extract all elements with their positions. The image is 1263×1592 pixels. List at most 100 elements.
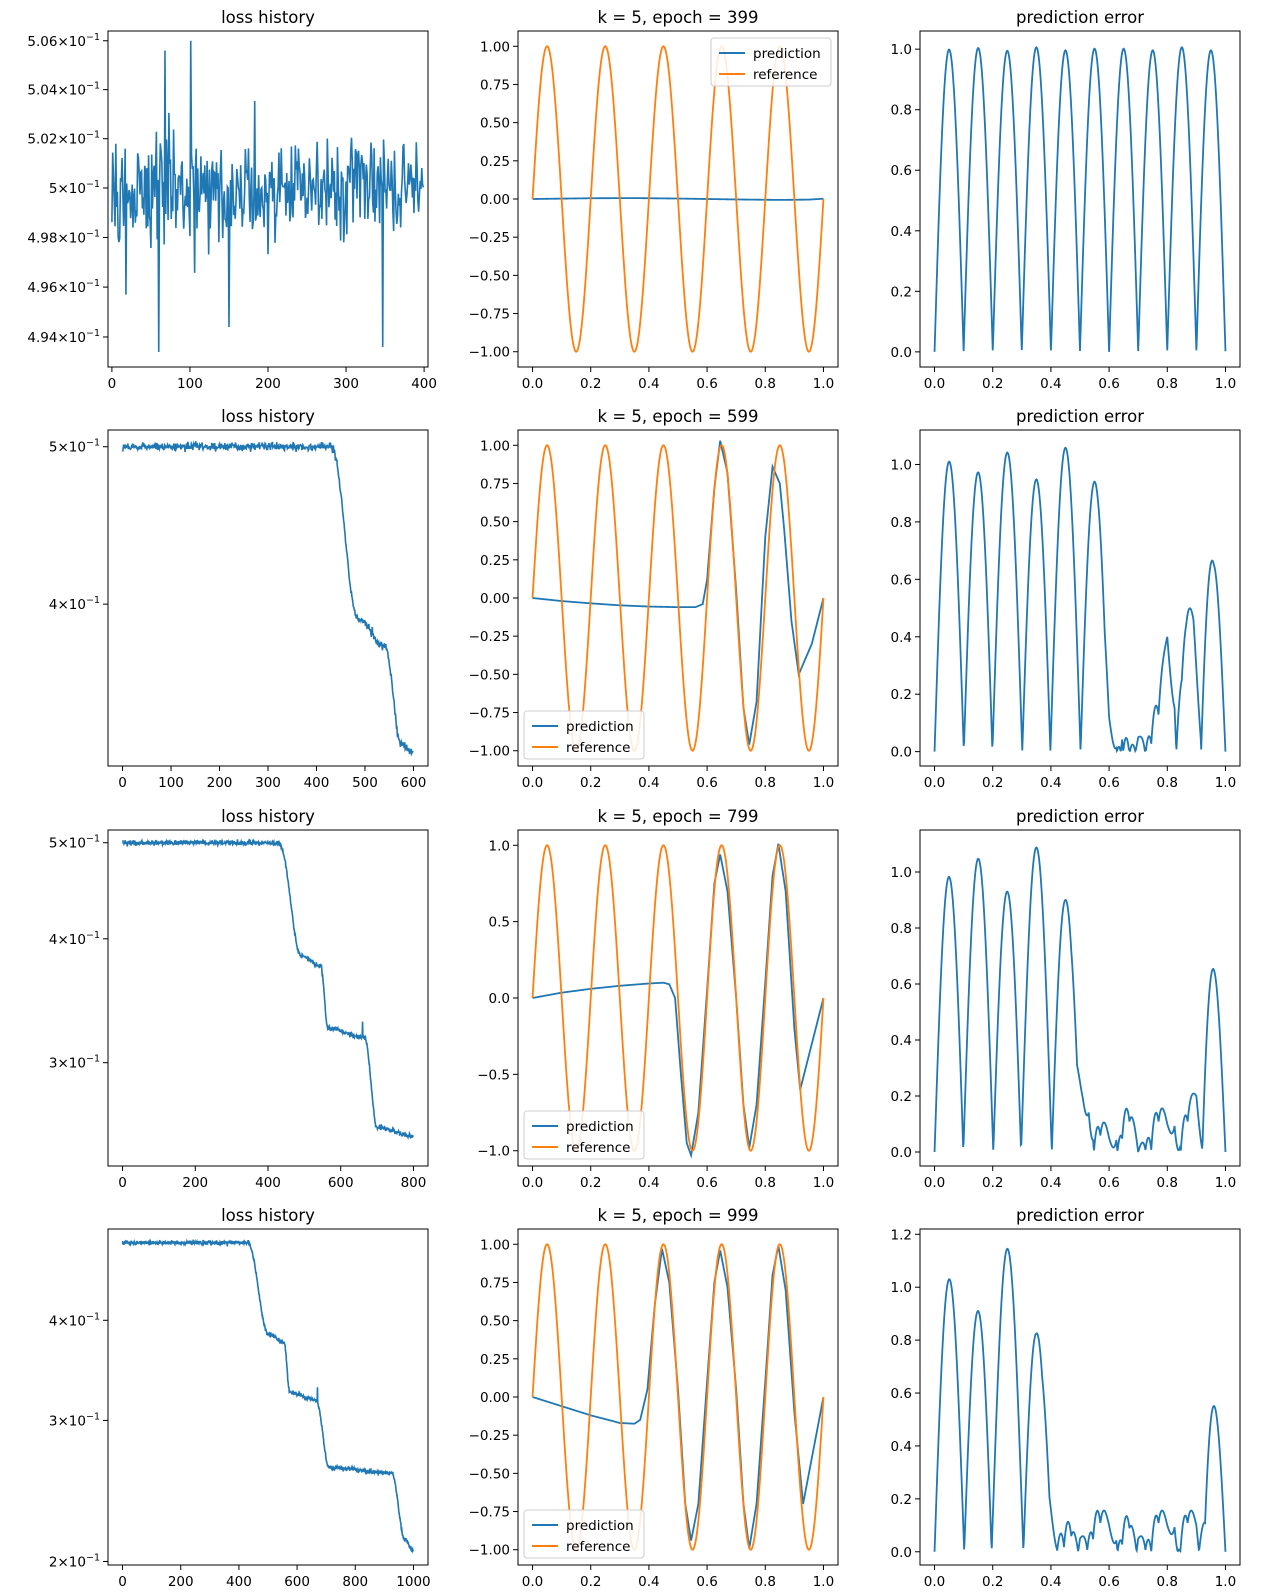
axes-frame — [107, 429, 429, 767]
y-tick-label: 0.00 — [480, 591, 510, 607]
y-tick-exponent: −1 — [86, 834, 100, 845]
y-tick-mantissa: 5 — [49, 181, 58, 197]
x-tick-label: 0 — [118, 775, 127, 791]
legend: prediction reference — [523, 1110, 645, 1160]
x-tick-label: 0 — [118, 1175, 127, 1191]
y-tick-exponent: −1 — [86, 438, 100, 449]
y-tick-label: 0.2 — [891, 284, 912, 300]
y-tick-label: 0.0 — [891, 1145, 912, 1161]
x-tick-label: 0.8 — [755, 1574, 776, 1590]
legend-label-reference: reference — [566, 1140, 630, 1156]
y-tick-label: 0.8 — [891, 515, 912, 531]
subplot-title: prediction error — [1016, 8, 1144, 27]
y-tick-label: 0.25 — [480, 154, 510, 170]
y-tick-label: −1.00 — [469, 345, 510, 361]
legend-label-reference: reference — [753, 67, 817, 83]
y-tick-label: 0.00 — [480, 192, 510, 208]
x-tick-label: 0.4 — [1040, 1175, 1061, 1191]
x-tick-label: 0.0 — [924, 376, 945, 392]
y-tick-times: ×10 — [57, 597, 86, 613]
y-tick-label: 0.4 — [891, 1439, 912, 1455]
y-tick-label: −0.75 — [469, 706, 510, 722]
x-tick-label: 1.0 — [1215, 1175, 1236, 1191]
x-tick-label: 0.2 — [580, 376, 601, 392]
y-tick-mantissa: 5.02 — [27, 132, 57, 148]
subplot-title: prediction error — [1016, 407, 1144, 426]
axes-frame — [517, 1228, 839, 1566]
x-tick-label: 0.2 — [982, 1175, 1003, 1191]
y-tick-label: 0.2 — [891, 687, 912, 703]
subplot-pred-3: k = 5, epoch = 999 0.0 0.2 0.4 0.6 0.8 1.0 −1.0… — [469, 1206, 839, 1590]
y-tick-label: 0.8 — [891, 921, 912, 937]
y-tick-label: −0.50 — [469, 667, 510, 683]
x-tick-label: 0.0 — [522, 775, 543, 791]
x-tick-label: 0.8 — [1157, 1175, 1178, 1191]
y-tick-times: ×10 — [57, 1313, 86, 1329]
y-tick-label: 1.0 — [489, 838, 510, 854]
x-tick-label: 800 — [401, 1175, 427, 1191]
y-tick-exponent: −1 — [86, 328, 100, 339]
y-tick-mantissa: 3 — [49, 1056, 58, 1072]
y-tick-mantissa: 4.96 — [27, 280, 57, 296]
y-tick-label: 0.50 — [480, 515, 510, 531]
x-tick-label: 0.8 — [1157, 376, 1178, 392]
x-tick-label: 100 — [158, 775, 184, 791]
x-tick-label: 0.2 — [982, 775, 1003, 791]
y-tick-label: 0.6 — [891, 572, 912, 588]
legend: prediction reference — [523, 1509, 645, 1559]
y-tick-label: 0.0 — [489, 991, 510, 1007]
x-tick-label: 0.4 — [1040, 775, 1061, 791]
x-tick-label: 0.4 — [1040, 376, 1061, 392]
x-tick-label: 0.2 — [982, 376, 1003, 392]
y-tick-label: −0.50 — [469, 268, 510, 284]
legend-label-reference: reference — [566, 1539, 630, 1555]
x-tick-label: 300 — [255, 775, 281, 791]
y-tick-exponent: −1 — [86, 228, 100, 239]
legend-label-prediction: prediction — [753, 46, 821, 62]
y-tick-label: 0.25 — [480, 1352, 510, 1368]
y-tick-label: 3×10−1 — [49, 1411, 100, 1429]
y-tick-label: 0.0 — [891, 1545, 912, 1561]
y-tick-label: 0.6 — [891, 1386, 912, 1402]
x-tick-label: 400 — [411, 376, 437, 392]
loss-series-line — [121, 440, 414, 757]
y-tick-label: 0.0 — [891, 345, 912, 361]
x-tick-label: 200 — [207, 775, 233, 791]
x-tick-label: 0.2 — [580, 775, 601, 791]
y-tick-exponent: −1 — [86, 278, 100, 289]
x-tick-label: 0.4 — [638, 775, 659, 791]
x-tick-label: 0.8 — [755, 775, 776, 791]
y-tick-label: 2×10−1 — [49, 1553, 100, 1571]
y-tick-exponent: −1 — [86, 32, 100, 43]
axes-frame — [919, 1228, 1241, 1566]
y-tick-label: 5×10−1 — [49, 438, 100, 456]
y-tick-label: 0.4 — [891, 630, 912, 646]
y-tick-exponent: −1 — [86, 1411, 100, 1422]
y-tick-label: −0.25 — [469, 1428, 510, 1444]
y-tick-times: ×10 — [57, 34, 86, 50]
loss-series-line — [121, 1238, 414, 1554]
x-tick-label: 0 — [118, 1574, 127, 1590]
y-tick-mantissa: 5 — [49, 836, 58, 852]
y-tick-mantissa: 2 — [49, 1555, 58, 1571]
x-tick-label: 1.0 — [1215, 376, 1236, 392]
y-tick-label: −1.0 — [477, 1144, 510, 1160]
x-tick-label: 600 — [328, 1175, 354, 1191]
y-tick-times: ×10 — [57, 836, 86, 852]
x-tick-label: 1.0 — [813, 1175, 834, 1191]
y-tick-times: ×10 — [57, 181, 86, 197]
x-tick-label: 0.6 — [696, 1574, 717, 1590]
x-tick-label: 1.0 — [813, 376, 834, 392]
y-tick-label: 4×10−1 — [49, 595, 100, 613]
y-tick-mantissa: 4 — [49, 597, 58, 613]
y-tick-label: 0.0 — [891, 745, 912, 761]
x-tick-label: 600 — [401, 775, 427, 791]
y-tick-label: 5.02×10−1 — [27, 130, 100, 148]
y-tick-times: ×10 — [57, 83, 86, 99]
y-tick-times: ×10 — [57, 1413, 86, 1429]
x-tick-label: 0.4 — [638, 376, 659, 392]
x-tick-label: 1.0 — [1215, 1574, 1236, 1590]
